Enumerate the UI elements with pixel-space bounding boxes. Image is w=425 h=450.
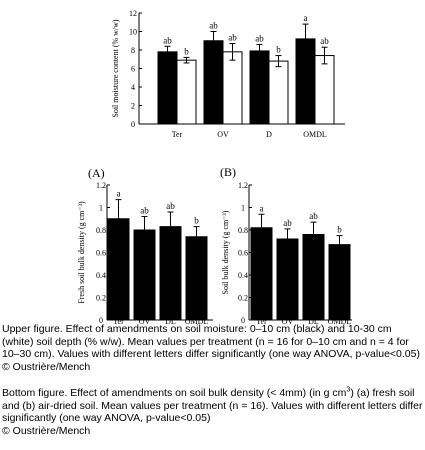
y-tick-label: 0.8 xyxy=(238,226,248,235)
bottom-caption-superscript: 3 xyxy=(346,386,351,394)
y-tick-label: 1.2 xyxy=(96,181,106,190)
bottom-caption-credit: © Oustrière/Mench xyxy=(2,424,91,437)
y-axis-label: Soil bulk density (g cm⁻³) xyxy=(221,210,230,294)
x-tick-label: Ter xyxy=(172,130,183,139)
significance-letter: a xyxy=(304,13,308,23)
significance-letter: ab xyxy=(255,33,264,43)
x-tick-label: OV xyxy=(139,317,151,326)
y-axis-label: Fresh soil bulk density (g cm⁻³) xyxy=(77,201,86,304)
y-tick-label: 1 xyxy=(99,204,103,213)
bottom-caption-text: Bottom figure. Effect of amendments on s… xyxy=(2,387,347,399)
significance-letter: ab xyxy=(209,21,218,31)
significance-letter: ab xyxy=(320,36,329,46)
y-tick-label: 0.2 xyxy=(238,294,248,303)
x-tick-label: DL xyxy=(308,317,319,326)
y-axis-label: Soil moisture content (% w/w) xyxy=(111,19,120,118)
x-tick-label: OMDL xyxy=(303,130,327,139)
significance-letter: ab xyxy=(163,35,172,45)
y-tick-label: 1 xyxy=(241,204,245,213)
significance-letter: b xyxy=(184,46,189,56)
x-tick-label: OMDL xyxy=(328,317,352,326)
x-tick-label: OMDL xyxy=(185,317,209,326)
significance-letter: a xyxy=(117,189,121,199)
significance-letter: ab xyxy=(283,218,292,228)
x-tick-label: D xyxy=(266,130,272,139)
y-tick-label: 0.4 xyxy=(238,271,248,280)
x-tick-label: Ter xyxy=(256,317,267,326)
significance-letter: ab xyxy=(140,206,149,216)
panel-label: (B) xyxy=(220,165,236,179)
bottom-caption-text-end: ) (a) fresh soil and (b) air-dried soil.… xyxy=(2,387,423,424)
y-tick-label: 0.6 xyxy=(96,249,106,258)
bar xyxy=(328,244,351,321)
x-tick-label: DL xyxy=(165,317,176,326)
y-tick-label: 12 xyxy=(129,9,137,18)
y-tick-label: 0 xyxy=(99,316,103,325)
x-tick-label: OV xyxy=(282,317,294,326)
upper-figure-caption: Upper figure. Effect of amendments on so… xyxy=(2,323,420,373)
panel-label: (A) xyxy=(88,166,105,180)
significance-letter: ab xyxy=(309,211,318,221)
y-tick-label: 0.4 xyxy=(96,271,106,280)
significance-letter: ab xyxy=(166,201,175,211)
y-tick-label: 1.2 xyxy=(238,181,248,190)
y-tick-label: 0.8 xyxy=(96,226,106,235)
bottom-figure-caption: Bottom figure. Effect of amendments on s… xyxy=(2,387,423,437)
bar xyxy=(276,238,299,321)
significance-letter: b xyxy=(276,45,281,55)
significance-letter: a xyxy=(260,203,264,213)
x-tick-label: OV xyxy=(217,130,229,139)
bar xyxy=(302,234,325,321)
y-tick-label: 6 xyxy=(131,65,135,74)
y-tick-label: 8 xyxy=(131,46,135,55)
significance-letter: b xyxy=(194,216,199,226)
y-tick-label: 0.6 xyxy=(238,249,248,258)
x-tick-label: Ter xyxy=(113,317,124,326)
bar xyxy=(250,227,273,321)
y-tick-label: 0.2 xyxy=(96,294,106,303)
y-tick-label: 10 xyxy=(129,28,137,37)
y-tick-label: 0 xyxy=(131,120,135,129)
significance-letter: ab xyxy=(228,33,237,43)
y-tick-label: 2 xyxy=(131,102,135,111)
y-tick-label: 0 xyxy=(241,316,245,325)
y-tick-label: 4 xyxy=(131,83,135,92)
significance-letter: b xyxy=(337,225,342,235)
